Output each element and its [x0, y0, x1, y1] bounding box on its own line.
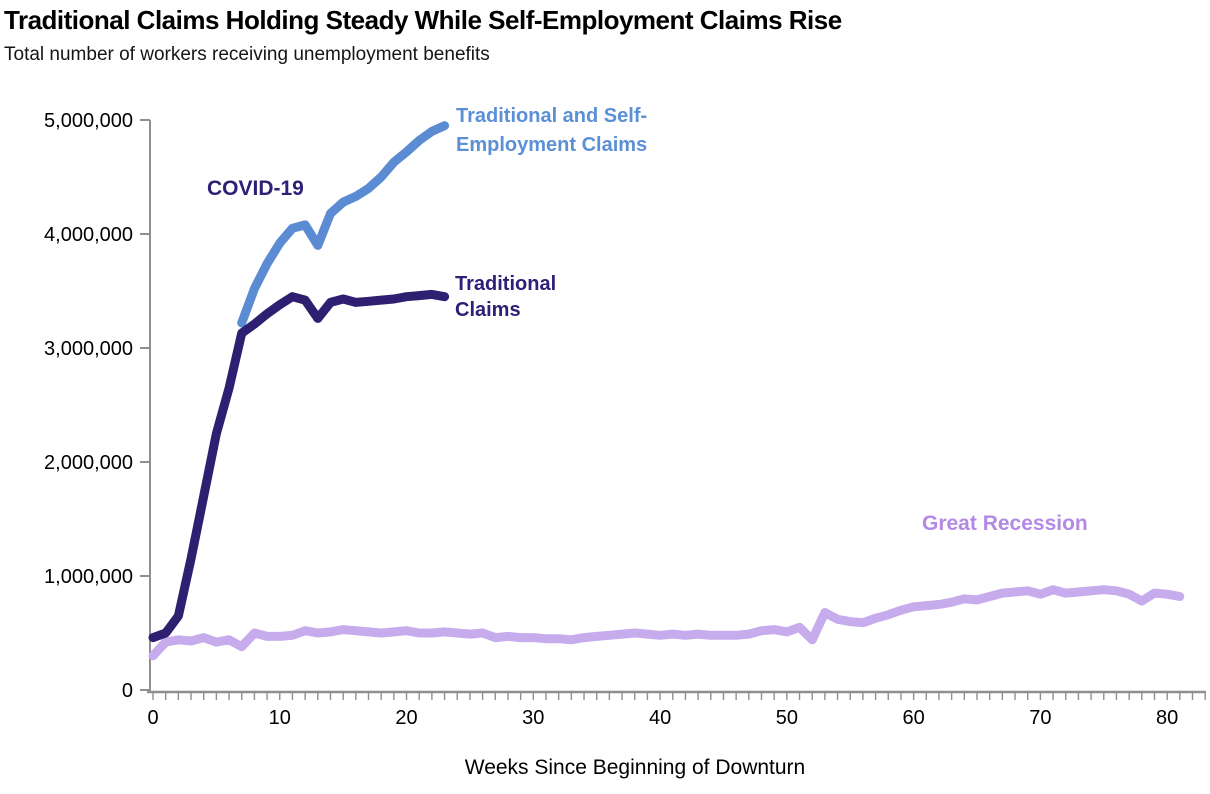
- x-axis-tick-label: 40: [649, 707, 671, 729]
- x-axis-title: Weeks Since Beginning of Downturn: [464, 756, 806, 779]
- annotation-combined-line2: Employment Claims: [456, 134, 648, 156]
- x-axis-tick-label: 50: [776, 707, 798, 729]
- x-axis: 0 10 20 30 40 50 60 70 80: [147, 690, 1206, 729]
- chart-subtitle: Total number of workers receiving unempl…: [4, 44, 490, 65]
- chart-title: Traditional Claims Holding Steady While …: [4, 5, 842, 35]
- x-axis-tick-label: 20: [395, 707, 417, 729]
- annotation-covid-19: COVID-19: [207, 177, 304, 200]
- series-traditional-claims: [148, 289, 450, 643]
- x-axis-tick-label: 70: [1029, 707, 1051, 729]
- y-axis-tick-label: 2,000,000: [44, 452, 133, 474]
- x-axis-tick-label: 80: [1156, 707, 1178, 729]
- annotation-great-recession: Great Recession: [922, 512, 1088, 535]
- annotation-combined-claims: Traditional and Self- Employment Claims: [456, 102, 647, 160]
- series-great-recession: [148, 585, 1185, 661]
- x-axis-tick-label: 10: [269, 707, 291, 729]
- annotation-traditional-line1: Traditional: [455, 273, 557, 295]
- y-axis-tick-label: 1,000,000: [44, 566, 133, 588]
- x-axis-tick-label: 60: [902, 707, 924, 729]
- annotation-traditional-line2: Claims: [455, 299, 521, 321]
- annotation-traditional-claims: Traditional Claims: [455, 271, 556, 323]
- x-axis-tick-label: 0: [147, 707, 158, 729]
- y-axis-tick-label: 3,000,000: [44, 338, 133, 360]
- annotation-combined-line1: Traditional and Self-: [456, 105, 648, 127]
- series-combined-claims: [237, 121, 450, 328]
- y-axis-tick-label: 0: [122, 680, 133, 702]
- x-axis-tick-label: 30: [522, 707, 544, 729]
- y-axis-tick-label: 4,000,000: [44, 224, 133, 246]
- y-axis: 0 1,000,000 2,000,000 3,000,000 4,000,000 5,0…: [44, 110, 151, 702]
- y-axis-tick-label: 5,000,000: [44, 110, 133, 132]
